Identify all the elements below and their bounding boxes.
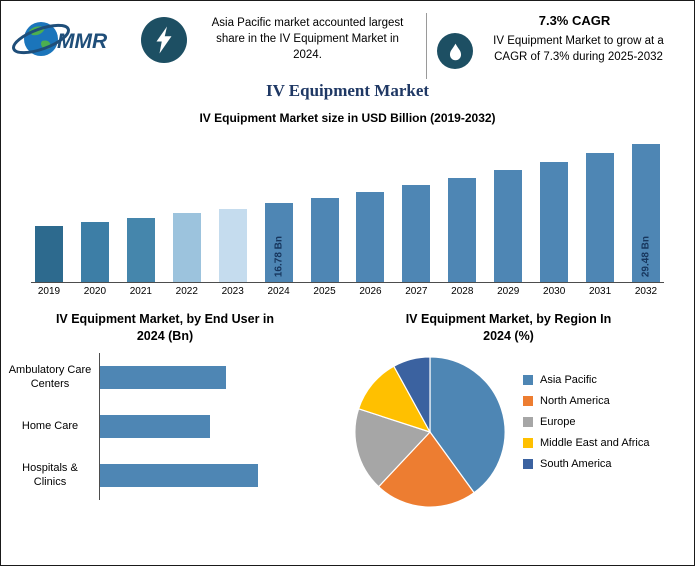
end-user-track-ambulatory-care-centers bbox=[99, 352, 323, 402]
legend-item-north-america: North America bbox=[523, 395, 649, 407]
region-pie-chart bbox=[354, 356, 506, 508]
header-divider bbox=[426, 13, 427, 79]
header: MMR Asia Pacific market accounted larges… bbox=[1, 1, 694, 79]
legend-label-middle-east-and-africa: Middle East and Africa bbox=[540, 436, 650, 449]
flame-icon bbox=[437, 33, 473, 69]
end-user-row-ambulatory-care-centers: Ambulatory Care Centers bbox=[7, 352, 323, 402]
legend-item-middle-east-and-africa: Middle East and Africa bbox=[523, 437, 649, 449]
bar-2023 bbox=[218, 209, 247, 282]
legend-item-europe: Europe bbox=[523, 416, 649, 428]
x-tick-2021: 2021 bbox=[129, 286, 152, 297]
bar-2022 bbox=[172, 213, 201, 282]
bar-2029 bbox=[494, 170, 523, 282]
bar-2032: 29.48 Bn bbox=[631, 144, 660, 282]
legend-label-north-america: North America bbox=[540, 394, 610, 407]
end-user-label-ambulatory-care-centers: Ambulatory Care Centers bbox=[8, 363, 92, 391]
page-title: IV Equipment Market bbox=[265, 81, 430, 100]
mmr-logo-graphic: MMR bbox=[12, 22, 108, 56]
region-chart-title: IV Equipment Market, by Region In 2024 (… bbox=[405, 312, 612, 343]
end-user-row-home-care: Home Care bbox=[7, 401, 323, 451]
bar-2025 bbox=[310, 198, 339, 282]
end-user-bar-hospitals-clinics bbox=[100, 463, 258, 487]
bar-2026 bbox=[356, 192, 385, 282]
pie-slice-asia-pacific bbox=[429, 356, 506, 494]
mmr-logo-text: MMR bbox=[57, 30, 108, 53]
cagr-text: IV Equipment Market to grow at a CAGR of… bbox=[493, 35, 664, 64]
end-user-chart-title: IV Equipment Market, by End User in 2024… bbox=[55, 312, 275, 343]
legend-item-south-america: South America bbox=[523, 458, 649, 470]
market-size-bar-chart: 16.78 Bn 29.48 Bn bbox=[31, 131, 664, 283]
mmr-logo: MMR bbox=[11, 11, 129, 67]
end-user-bar-home-care bbox=[100, 414, 210, 438]
end-user-bar-ambulatory-care-centers bbox=[100, 365, 226, 389]
x-tick-2028: 2028 bbox=[451, 286, 474, 297]
region-chart: IV Equipment Market, by Region In 2024 (… bbox=[323, 307, 694, 511]
x-tick-2027: 2027 bbox=[405, 286, 428, 297]
end-user-label-home-care: Home Care bbox=[21, 420, 79, 433]
x-tick-2019: 2019 bbox=[37, 286, 61, 297]
cagr-title: 7.3% CAGR bbox=[538, 13, 611, 28]
legend-swatch-south-america bbox=[523, 458, 533, 469]
end-user-track-hospitals-clinics bbox=[99, 450, 323, 500]
cagr-block: 7.3% CAGR IV Equipment Market to grow at… bbox=[437, 11, 682, 69]
end-user-chart: IV Equipment Market, by End User in 2024… bbox=[1, 307, 323, 511]
region-pie-row: Asia Pacific North America Europe Middle Ea… bbox=[323, 353, 694, 511]
x-tick-2024: 2024 bbox=[267, 286, 290, 297]
legend-label-europe: Europe bbox=[540, 415, 576, 428]
x-tick-2025: 2025 bbox=[313, 286, 336, 297]
legend-label-asia-pacific: Asia Pacific bbox=[540, 373, 597, 386]
bar-2028 bbox=[448, 178, 477, 282]
end-user-track-home-care bbox=[99, 401, 323, 451]
region-legend: Asia Pacific North America Europe Middle Ea… bbox=[523, 365, 649, 479]
bar-2020 bbox=[80, 222, 109, 282]
bottom-section: IV Equipment Market, by End User in 2024… bbox=[1, 307, 694, 511]
end-user-label-hospitals-clinics: Hospitals & Clinics bbox=[22, 461, 78, 489]
x-tick-2030: 2030 bbox=[543, 286, 566, 297]
legend-swatch-middle-east-and-africa bbox=[523, 437, 533, 448]
x-tick-2022: 2022 bbox=[175, 286, 198, 297]
pie-slice-south-america bbox=[393, 356, 431, 433]
bar-2019 bbox=[35, 226, 63, 282]
bar-value-label-2024: 16.78 Bn bbox=[273, 235, 285, 277]
end-user-bars: Ambulatory Care Centers Home Care Hospital… bbox=[7, 352, 323, 500]
legend-swatch-europe bbox=[523, 416, 533, 427]
legend-item-asia-pacific: Asia Pacific bbox=[523, 374, 649, 386]
bar-2031 bbox=[586, 153, 615, 282]
x-tick-2020: 2020 bbox=[83, 286, 107, 297]
x-tick-2026: 2026 bbox=[359, 286, 382, 297]
x-tick-2032: 2032 bbox=[634, 286, 658, 297]
bar-2027 bbox=[402, 185, 431, 282]
market-size-x-axis: 2019 2020 2021 2022 2023 2024 2025 2026 2027 2028… bbox=[31, 286, 664, 297]
bar-value-label-2032: 29.48 Bn bbox=[640, 235, 652, 277]
x-tick-2029: 2029 bbox=[497, 286, 520, 297]
legend-label-south-america: South America bbox=[540, 457, 612, 470]
bar-2024: 16.78 Bn bbox=[264, 203, 293, 282]
market-size-chart-title: IV Equipment Market size in USD Billion … bbox=[199, 111, 496, 125]
bar-2021 bbox=[126, 218, 155, 282]
end-user-row-hospitals-clinics: Hospitals & Clinics bbox=[7, 450, 323, 500]
lightning-icon bbox=[141, 17, 187, 63]
legend-swatch-north-america bbox=[523, 395, 533, 406]
x-tick-2031: 2031 bbox=[588, 286, 612, 297]
x-tick-2023: 2023 bbox=[221, 286, 244, 297]
pie-slice-europe bbox=[354, 407, 432, 488]
pie-slice-north-america bbox=[377, 430, 475, 508]
bar-2030 bbox=[540, 162, 569, 282]
legend-swatch-asia-pacific bbox=[523, 374, 533, 385]
header-highlight-text: Asia Pacific market accounted largest sh… bbox=[211, 17, 404, 62]
